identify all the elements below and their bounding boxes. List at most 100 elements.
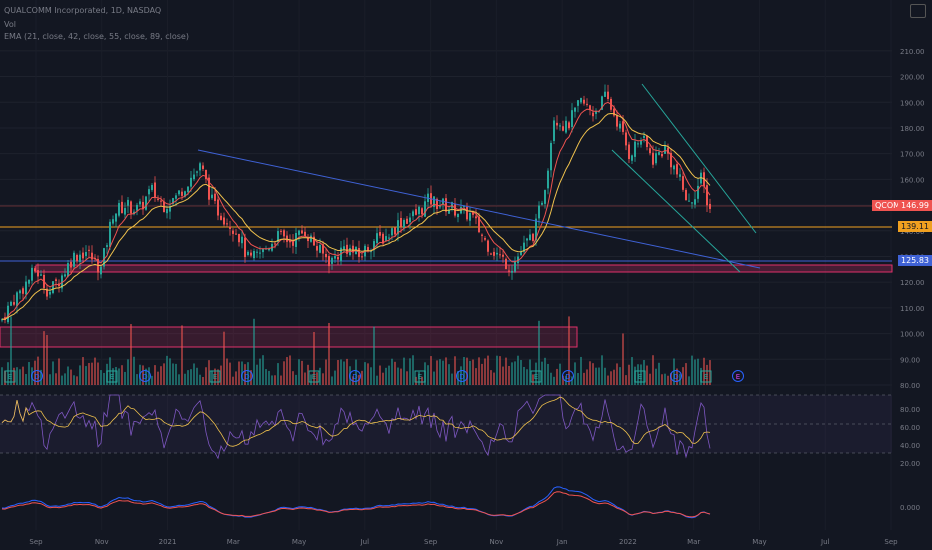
volume-bar: [181, 325, 183, 385]
candle-body: [193, 174, 195, 180]
volume-bar: [55, 373, 57, 385]
candle-body: [70, 261, 72, 268]
candle-body: [298, 230, 300, 235]
candle-body: [259, 252, 261, 254]
candle-body: [466, 206, 468, 220]
channel-lower: [611, 149, 741, 273]
candle-body: [52, 281, 54, 294]
volume-bar: [526, 369, 528, 385]
candle-body: [619, 123, 621, 129]
volume-bar: [508, 366, 510, 385]
candle-body: [412, 211, 414, 217]
volume-bar: [280, 375, 282, 385]
candle-body: [553, 120, 555, 142]
demand-box: [35, 264, 893, 273]
candle-body: [301, 230, 303, 234]
y-tick-label: 180.00: [900, 125, 925, 133]
volume-bar: [73, 375, 75, 385]
volume-bar: [13, 367, 15, 385]
volume-bar: [445, 357, 447, 385]
marker-letter: D: [352, 373, 357, 381]
marker-frame: [670, 370, 682, 382]
candle-body: [664, 145, 666, 154]
candle-body: [316, 246, 318, 251]
volume-bar: [148, 367, 150, 385]
volume-bar: [499, 356, 501, 385]
candle-body: [226, 223, 228, 225]
x-tick-label: Mar: [687, 538, 700, 546]
x-tick-label: 2022: [619, 538, 637, 546]
trendlines: [197, 83, 761, 273]
candle-body: [421, 208, 423, 215]
dividend-marker: D: [456, 370, 468, 382]
volume-bar: [52, 361, 54, 385]
candle-body: [268, 248, 270, 251]
volume-bar: [523, 366, 525, 385]
volume-bar: [553, 376, 555, 385]
candle-body: [514, 261, 516, 272]
volume-bar: [343, 361, 345, 385]
candle-body: [229, 226, 231, 229]
dividend-marker: D: [241, 370, 253, 382]
volume-bar: [436, 360, 438, 385]
candle-body: [127, 199, 129, 206]
volume-bar: [7, 362, 9, 385]
volume-bar: [472, 359, 474, 385]
volume-bar: [82, 357, 84, 385]
candle-body: [562, 126, 564, 131]
candle-body: [397, 220, 399, 235]
volume-bar: [67, 366, 69, 385]
volume-bar: [223, 331, 225, 385]
candle-body: [484, 238, 486, 240]
volume-bar: [250, 370, 252, 385]
candle-body: [100, 266, 102, 275]
marker-frame: [562, 370, 574, 382]
candle-body: [67, 263, 69, 277]
symbol-tag: QCOM: [872, 200, 904, 211]
volume-bar: [607, 375, 609, 385]
candle-body: [418, 206, 420, 215]
volume-bar: [205, 367, 207, 385]
volume-bar: [79, 365, 81, 385]
candle-body: [403, 220, 405, 229]
volume-bar: [583, 372, 585, 385]
volume-bar: [448, 364, 450, 385]
volume-bar: [190, 369, 192, 385]
volume-bar: [208, 360, 210, 385]
candle-body: [502, 254, 504, 257]
volume-bar: [454, 356, 456, 385]
candle-body: [253, 251, 255, 259]
volume-bar: [172, 363, 174, 385]
candle-body: [526, 238, 528, 241]
candle-body: [181, 191, 183, 196]
volume-bar: [604, 367, 606, 385]
candle-body: [529, 234, 531, 241]
volume-bar: [229, 362, 231, 385]
candle-body: [532, 233, 534, 241]
candle-body: [682, 176, 684, 190]
x-tick-label: Sep: [29, 538, 43, 546]
dividend-marker: E: [732, 370, 744, 382]
settings-icon[interactable]: [910, 4, 926, 18]
volume-bar: [64, 373, 66, 385]
volume-bar: [145, 368, 147, 385]
supply-box: [0, 326, 578, 348]
marker-letter: D: [565, 373, 570, 381]
y-tick-label: 90.00: [900, 356, 920, 364]
volume-bar: [475, 368, 477, 385]
volume-bar: [298, 359, 300, 385]
y-tick-label: 210.00: [900, 48, 925, 56]
candle-body: [34, 268, 36, 272]
volume-bar: [226, 358, 228, 385]
volume-bar: [469, 360, 471, 385]
volume-bar: [574, 362, 576, 385]
volume-bar: [667, 375, 669, 385]
candle-body: [616, 115, 618, 127]
volume-bar: [598, 367, 600, 385]
volume-bar: [691, 355, 693, 385]
volume-bar: [49, 374, 51, 385]
volume-bar: [211, 370, 213, 385]
candle-body: [709, 203, 711, 209]
volume-bar: [538, 320, 540, 385]
